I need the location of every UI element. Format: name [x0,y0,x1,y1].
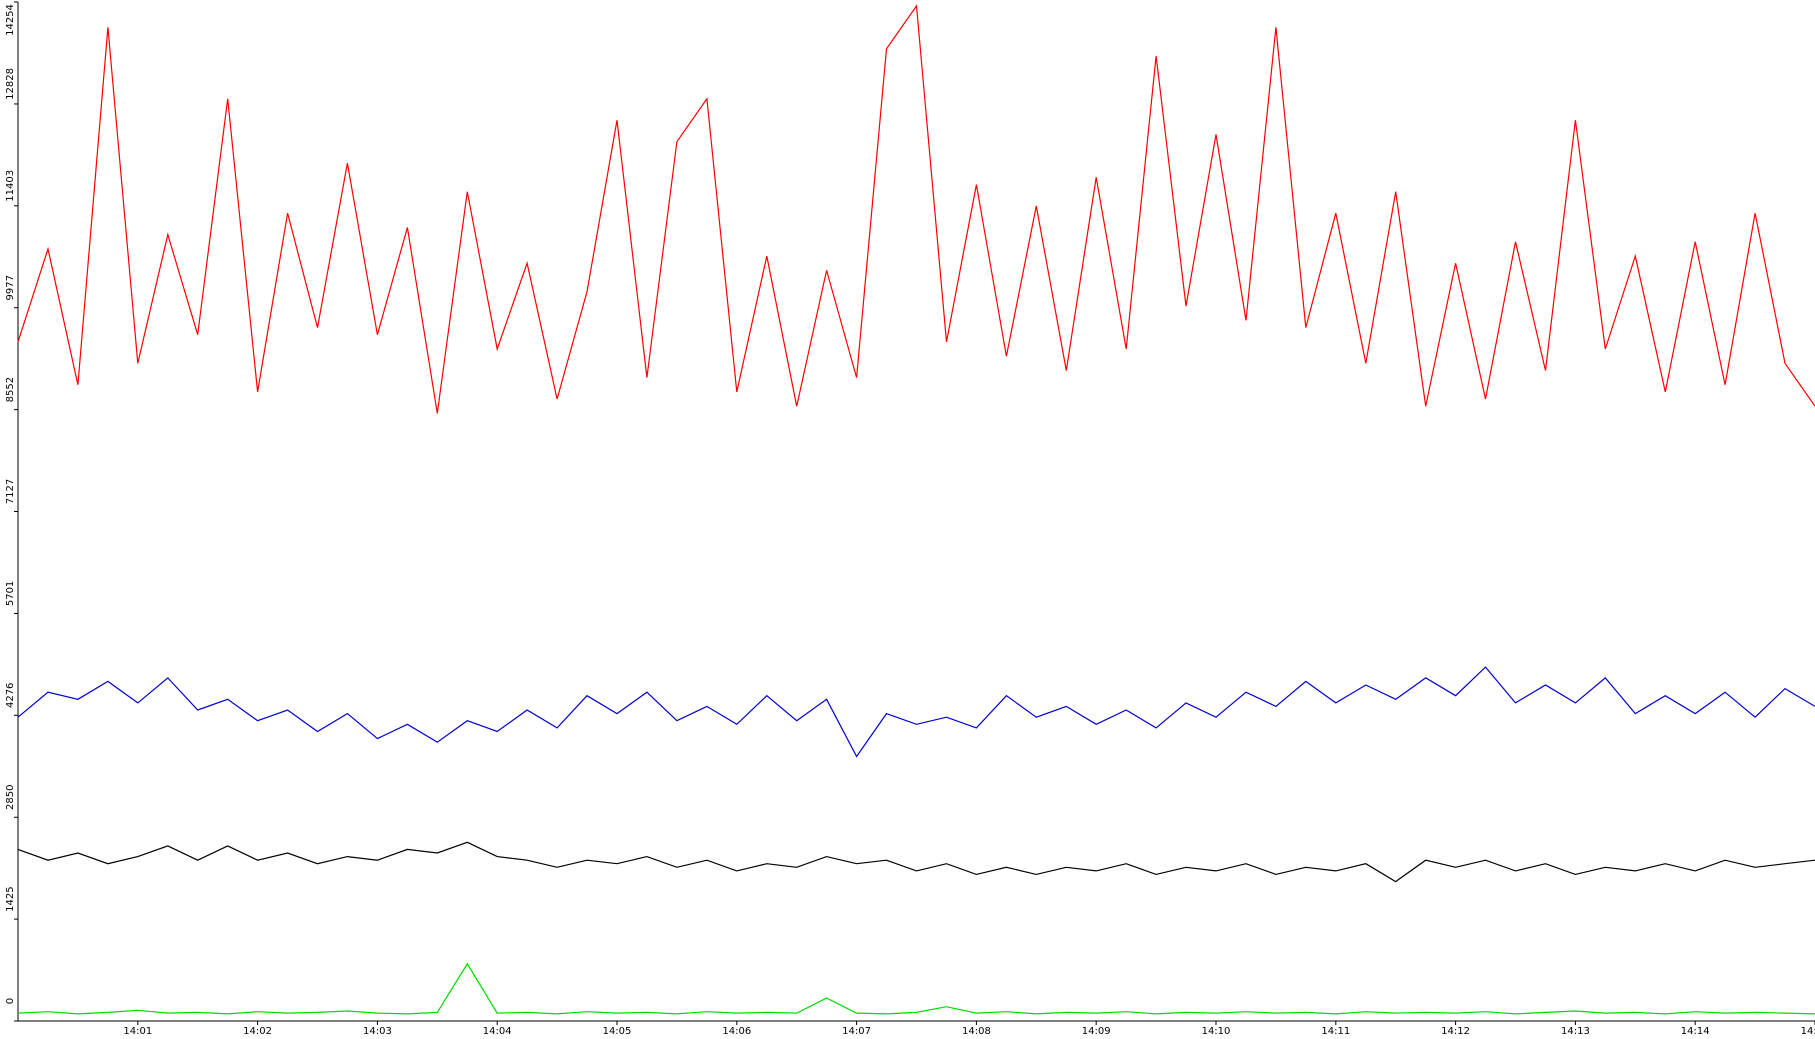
x-tick-label: 14:07 [842,1026,871,1037]
x-tick-label: 14:10 [1202,1026,1231,1037]
x-tick-label: 14:01 [123,1026,152,1037]
x-tick-label: 14:05 [603,1026,632,1037]
x-tick-label: 14:12 [1441,1026,1470,1037]
x-tick-label: 14:08 [962,1026,991,1037]
x-tick-label: 14:09 [1082,1026,1111,1037]
y-tick-label: 4276 [5,683,16,708]
y-tick-label: 2850 [5,785,16,810]
x-tick-label: 14:06 [722,1026,751,1037]
y-tick-label: 9977 [5,275,16,300]
y-tick-label: 1425 [5,886,16,911]
x-tick-label: 14:11 [1321,1026,1350,1037]
y-tick-label: 8552 [5,377,16,402]
y-tick-label: 7127 [5,479,16,504]
x-tick-label: 14:02 [243,1026,272,1037]
series-line [17,962,1815,1015]
x-tick-label: 14:03 [363,1026,392,1037]
x-tick-label: 14:15 [1801,1026,1815,1037]
series-line [17,841,1815,883]
x-tick-label: 14:04 [483,1026,512,1037]
x-tick-label: 14:14 [1681,1026,1710,1037]
y-tick-label: 5701 [5,581,16,606]
y-tick-label: 14254 [5,4,16,36]
y-tick-label: 11403 [5,170,16,202]
x-tick-label: 14:13 [1561,1026,1590,1037]
series-line [17,666,1815,758]
series-line [17,4,1815,414]
y-tick-label: 0 [5,998,16,1004]
y-tick-label: 12828 [5,68,16,100]
